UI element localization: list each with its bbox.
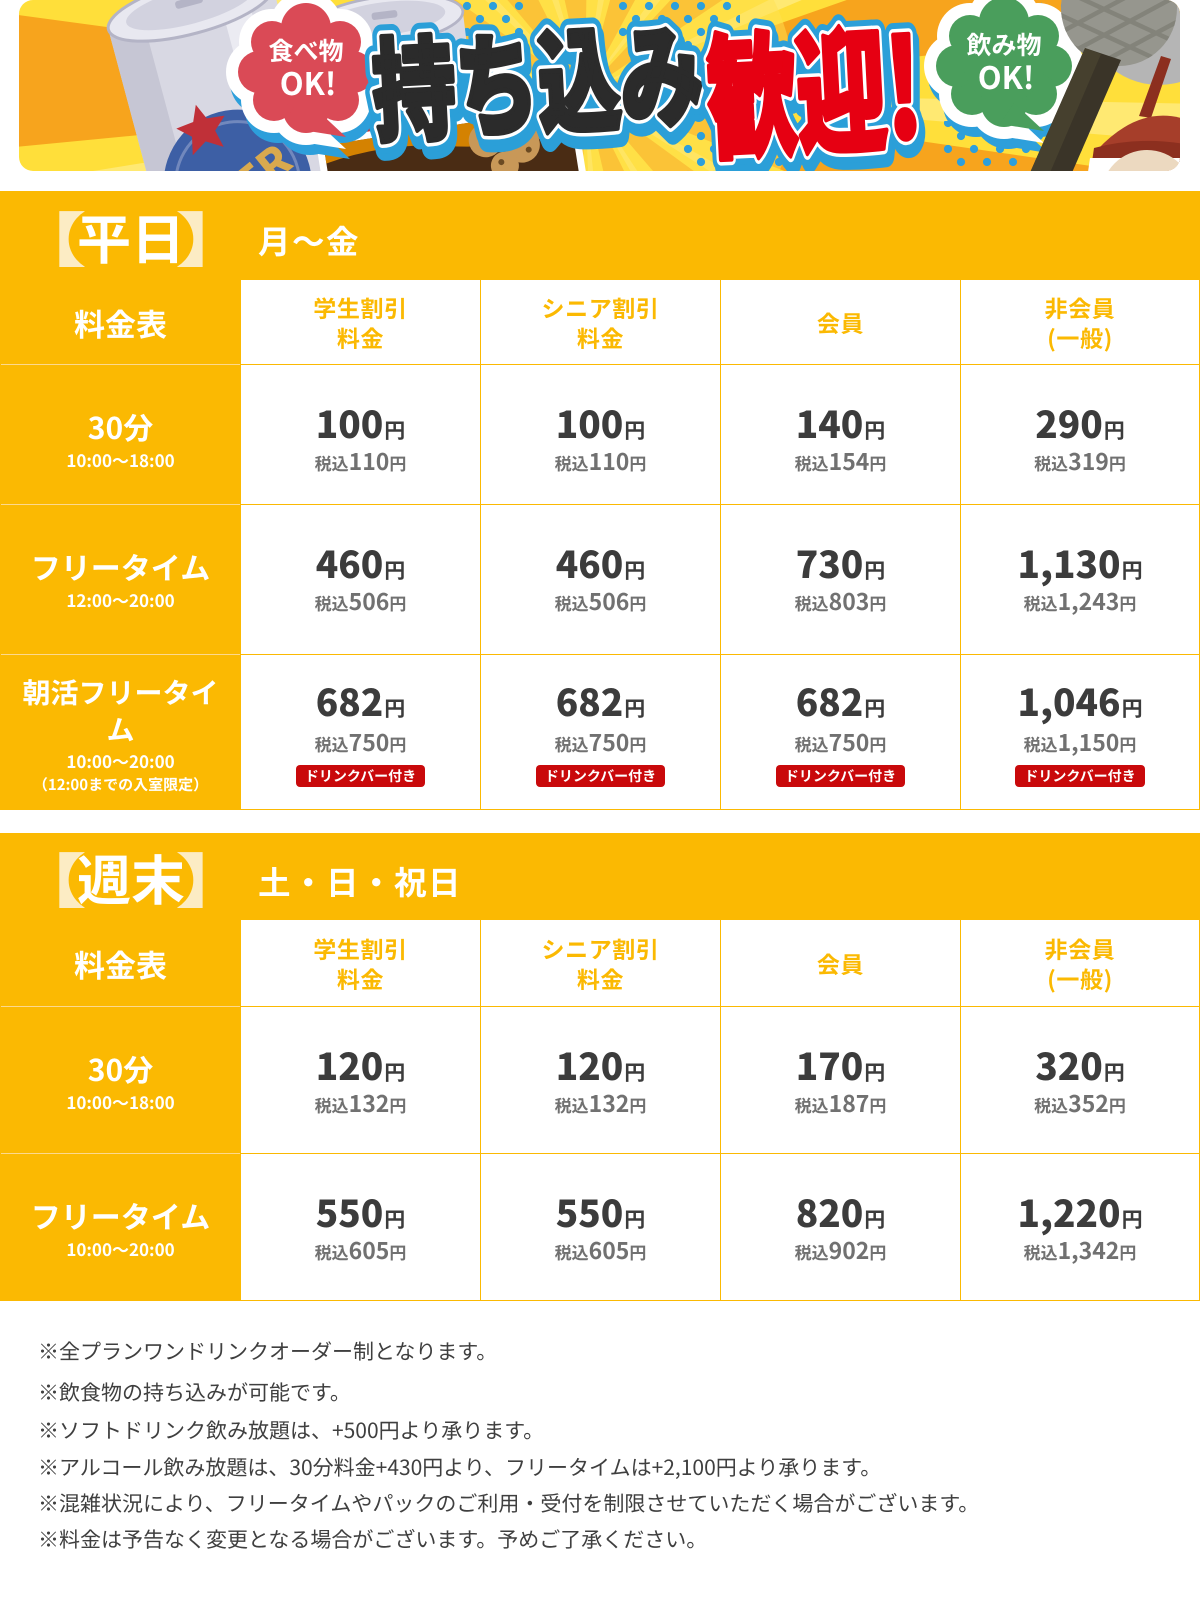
svg-text:歓迎!: 歓迎!: [702, 0, 926, 171]
svg-text:持ち込み: 持ち込み: [370, 0, 709, 171]
svg-text:食べ物: 食べ物: [268, 32, 343, 68]
svg-text:持ち込み: 持ち込み: [368, 0, 707, 166]
svg-text:歓迎!: 歓迎!: [702, 0, 926, 171]
svg-text:持ち込み: 持ち込み: [368, 0, 707, 166]
svg-text:OK!: OK!: [280, 59, 337, 104]
svg-text:歓迎!: 歓迎!: [702, 0, 926, 171]
svg-text:持ち込み: 持ち込み: [368, 0, 707, 166]
svg-text:OK!: OK!: [978, 53, 1035, 98]
svg-text:飲み物: 飲み物: [966, 26, 1041, 62]
svg-text:歓迎!: 歓迎!: [704, 0, 928, 171]
